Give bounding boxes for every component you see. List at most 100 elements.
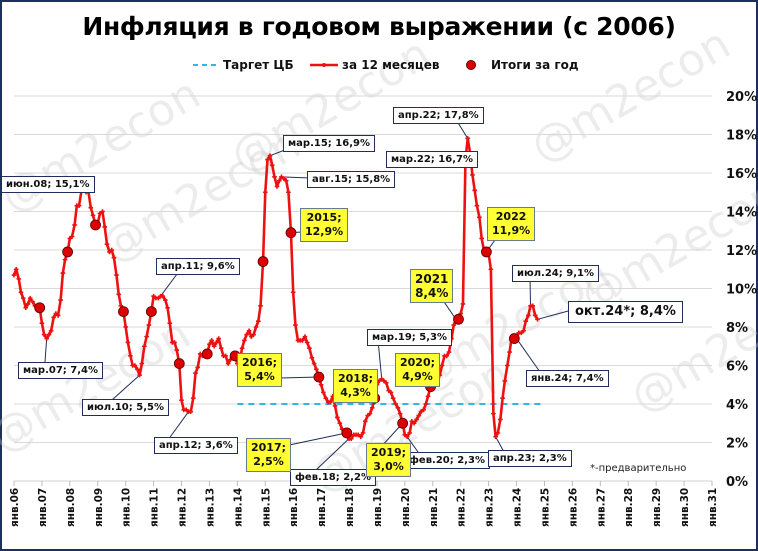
callout-annual-2016: 2016; 5,4% bbox=[237, 353, 283, 387]
annual-dots bbox=[34, 219, 520, 439]
callout-year: 2015; bbox=[306, 211, 342, 224]
callout-year: 2017; bbox=[251, 441, 287, 454]
callout-annual-2017: 2017; 2,5% bbox=[246, 438, 292, 472]
x-tick-label: янв.17 bbox=[316, 488, 328, 527]
x-tick-label: янв.08 bbox=[65, 488, 77, 527]
x-tick-label: янв.25 bbox=[539, 488, 551, 527]
x-tick-label: янв.19 bbox=[372, 488, 384, 527]
annual-dot bbox=[201, 348, 213, 360]
y-tick-label: 20% bbox=[726, 90, 757, 105]
callout-value: 12,9% bbox=[305, 225, 344, 238]
annual-dot bbox=[62, 246, 74, 258]
callout-jul10: июл.10; 5,5% bbox=[82, 399, 169, 416]
callout-apr23: апр.23; 2,3% bbox=[488, 450, 572, 467]
x-tick-label: янв.22 bbox=[456, 488, 468, 527]
y-axis-labels: 0% 2% 4% 6% 8% 10% 12% 14% 16% 18% 20% bbox=[726, 90, 757, 490]
x-axis: янв.06 янв.07 янв.08 янв.09 янв.10 янв.11 янв.… bbox=[9, 480, 719, 527]
callout-year: 2019; bbox=[371, 446, 407, 459]
annual-dot bbox=[90, 219, 101, 231]
x-tick-label: янв.24 bbox=[512, 488, 524, 527]
callout-year: 2020; bbox=[400, 356, 436, 369]
callout-year: 2018; bbox=[338, 372, 374, 385]
callout-annual-2018: 2018; 4,3% bbox=[333, 369, 379, 403]
x-tick-label: янв.09 bbox=[93, 488, 105, 527]
annual-dot bbox=[453, 313, 464, 325]
callout-jun08: июн.08; 15,1% bbox=[1, 176, 95, 193]
x-tick-label: янв.15 bbox=[260, 488, 272, 527]
annual-dot bbox=[341, 427, 353, 439]
x-tick-label: янв.14 bbox=[232, 488, 244, 527]
x-tick-label: янв.10 bbox=[121, 488, 133, 527]
callout-value: 4,9% bbox=[402, 370, 433, 383]
callout-value: 11,9% bbox=[492, 224, 531, 237]
callout-year: 2022 bbox=[495, 210, 527, 223]
x-tick-label: янв.13 bbox=[204, 488, 216, 527]
x-tick-label: янв.11 bbox=[149, 488, 161, 527]
annual-dot bbox=[118, 306, 129, 318]
y-tick-label: 8% bbox=[726, 321, 748, 336]
annual-dot bbox=[173, 358, 185, 369]
annual-dot bbox=[285, 227, 297, 239]
x-tick-label: янв.27 bbox=[595, 488, 607, 527]
x-tick-label: янв.28 bbox=[623, 488, 635, 527]
y-tick-label: 16% bbox=[726, 167, 757, 182]
y-tick-label: 12% bbox=[726, 244, 757, 259]
callout-apr12: апр.12; 3,6% bbox=[154, 437, 238, 454]
y-tick-label: 4% bbox=[726, 398, 748, 413]
callout-jan24: янв.24; 7,4% bbox=[526, 370, 609, 387]
x-tick-label: янв.07 bbox=[37, 488, 49, 527]
callout-value: 8,4% bbox=[415, 286, 449, 300]
x-tick-label: янв.20 bbox=[400, 488, 412, 527]
annual-dot bbox=[397, 417, 409, 429]
line-marker-icon bbox=[310, 63, 338, 67]
legend-item-annual: Итоги за год bbox=[465, 58, 579, 72]
callout-annual-2019: 2019; 3,0% bbox=[366, 443, 412, 477]
callout-annual-2022: 2022 11,9% bbox=[487, 207, 536, 241]
legend-label: за 12 месяцев bbox=[342, 58, 440, 72]
dot-icon bbox=[466, 60, 476, 70]
callout-apr11: апр.11; 9,6% bbox=[156, 258, 240, 275]
annual-dot bbox=[508, 333, 520, 344]
callout-feb18: фев.18; 2,2% bbox=[290, 469, 376, 486]
annual-dot bbox=[34, 302, 46, 314]
callout-apr22: апр.22; 17,8% bbox=[393, 107, 484, 124]
annual-dot bbox=[145, 306, 157, 318]
legend-item-target: Таргет ЦБ bbox=[193, 58, 294, 72]
callout-value: 2,5% bbox=[253, 455, 284, 468]
callout-annual-2020: 2020; 4,9% bbox=[395, 353, 441, 387]
x-tick-label: янв.23 bbox=[484, 488, 496, 527]
x-tick-label: янв.26 bbox=[567, 488, 579, 527]
callout-aug15: авг.15; 15,8% bbox=[307, 171, 396, 188]
legend-item-12-months: за 12 месяцев bbox=[310, 58, 440, 72]
callout-jul24: июл.24; 9,1% bbox=[512, 265, 599, 282]
y-tick-label: 6% bbox=[726, 360, 748, 375]
annual-dot bbox=[481, 246, 492, 258]
x-tick-label: янв.31 bbox=[707, 488, 719, 527]
legend-label: Таргет ЦБ bbox=[223, 58, 294, 72]
annual-dot bbox=[313, 371, 325, 383]
callout-year: 2021 bbox=[415, 272, 449, 286]
callout-value: 4,3% bbox=[340, 386, 371, 399]
callout-mar22: мар.22; 16,7% bbox=[386, 151, 478, 168]
callout-year: 2016; bbox=[242, 356, 278, 369]
x-tick-label: янв.21 bbox=[428, 488, 440, 527]
x-tick-label: янв.30 bbox=[679, 488, 691, 527]
legend-label: Итоги за год bbox=[491, 58, 579, 72]
y-tick-label: 14% bbox=[726, 206, 757, 221]
x-tick-label: янв.06 bbox=[9, 488, 21, 527]
chart-title: Инфляция в годовом выражении (с 2006) bbox=[82, 12, 676, 41]
footnote: *-предварительно bbox=[590, 463, 687, 474]
callout-mar19: мар.19; 5,3% bbox=[367, 329, 453, 346]
y-tick-label: 2% bbox=[726, 437, 748, 452]
dashed-line-icon bbox=[193, 64, 219, 66]
y-tick-label: 0% bbox=[726, 475, 748, 490]
x-tick-label: янв.16 bbox=[288, 488, 300, 527]
y-tick-label: 18% bbox=[726, 129, 757, 144]
callout-mar15: мар.15; 16,9% bbox=[283, 135, 375, 152]
callout-oct24: окт.24*; 8,4% bbox=[568, 301, 683, 323]
callout-annual-2015: 2015; 12,9% bbox=[300, 208, 349, 242]
y-tick-label: 10% bbox=[726, 283, 757, 298]
callout-annual-2021: 2021 8,4% bbox=[410, 269, 454, 303]
x-tick-label: янв.18 bbox=[344, 488, 356, 527]
callout-mar07: мар.07; 7,4% bbox=[18, 362, 104, 379]
